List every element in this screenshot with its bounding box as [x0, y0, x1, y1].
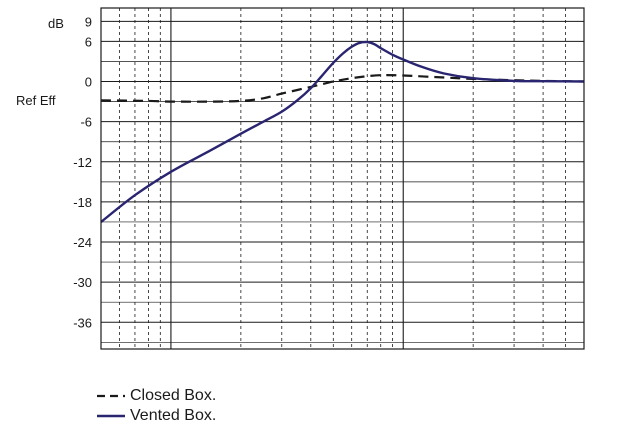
tick-labels: 960-6-12-18-24-30-3651050100500 — [73, 14, 92, 330]
legend-item-vented-box: Vented Box. — [96, 406, 216, 426]
y-tick-label: -12 — [73, 155, 92, 170]
series — [100, 40, 585, 223]
legend-swatch-dashed — [97, 394, 125, 398]
y-axis-unit-label: dB — [48, 16, 64, 31]
series-line-vented-box — [100, 40, 585, 223]
y-tick-label: 0 — [85, 75, 92, 90]
legend-label-closed-box: Closed Box. — [130, 387, 217, 404]
y-tick-label: -36 — [73, 315, 92, 330]
chart: 960-6-12-18-24-30-3651050100500 dB Ref E… — [16, 7, 585, 350]
y-tick-label: -30 — [73, 275, 92, 290]
legend-swatch-solid — [97, 414, 125, 418]
legend-item-closed-box: Closed Box. — [96, 386, 216, 406]
legend-label-vented-box: Vented Box. — [130, 407, 217, 424]
y-tick-label: -18 — [73, 195, 92, 210]
plot-border — [100, 7, 585, 350]
y-tick-label: -24 — [73, 235, 92, 250]
grid — [100, 8, 585, 349]
series-line-closed-box — [100, 74, 585, 103]
y-tick-label: 6 — [85, 34, 92, 49]
y-reference-label: Ref Eff — [16, 93, 56, 108]
y-tick-label: 9 — [85, 14, 92, 29]
y-tick-label: -6 — [80, 115, 92, 130]
